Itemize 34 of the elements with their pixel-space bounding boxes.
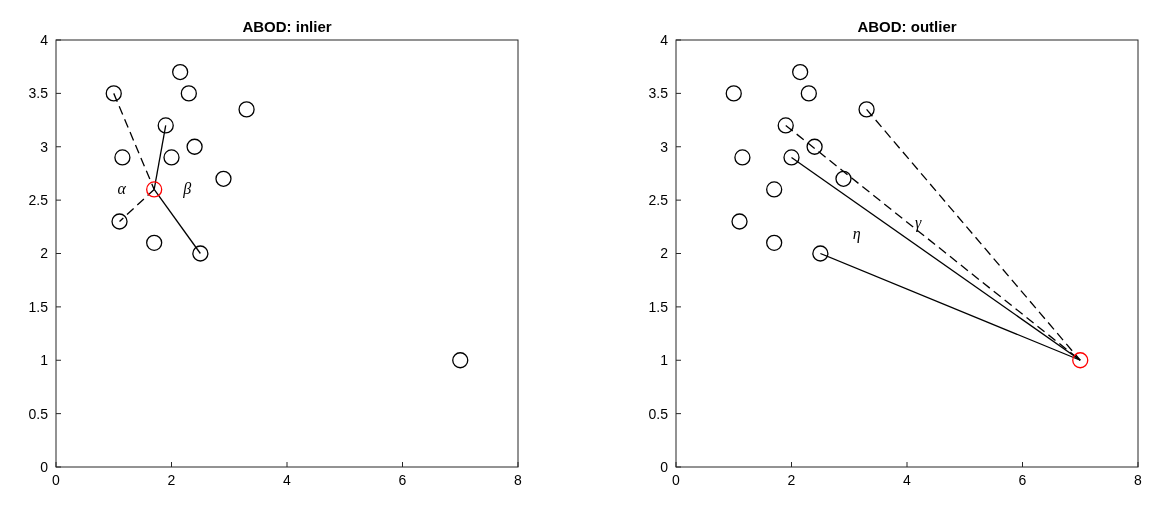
y-tick-label: 1 [660,352,669,369]
x-tick-label: 0 [672,472,681,488]
y-tick-label: 2.5 [648,192,669,209]
chart-title: ABOD: inlier [242,18,332,35]
y-tick-label: 1 [40,352,49,369]
x-tick-label: 0 [52,472,61,488]
annotation: γ [914,213,922,232]
x-tick-label: 6 [1018,472,1027,488]
y-tick-label: 3 [40,138,49,155]
y-tick-label: 2 [660,245,669,262]
x-tick-label: 6 [398,472,407,488]
x-tick-label: 2 [167,472,176,488]
y-tick-label: 4 [40,31,49,48]
x-tick-label: 2 [787,472,796,488]
y-tick-label: 2.5 [28,192,49,209]
y-tick-label: 1.5 [28,298,49,315]
x-tick-label: 4 [903,472,912,488]
y-tick-label: 3.5 [28,85,49,102]
y-tick-label: 2 [40,245,49,262]
chart-title: ABOD: outlier [857,18,957,35]
annotation: η [852,224,861,243]
x-tick-label: 8 [1134,472,1143,488]
annotation: β [182,179,192,198]
annotation: α [117,179,127,197]
y-tick-label: 1.5 [648,298,669,315]
x-tick-label: 8 [514,472,523,488]
y-tick-label: 0.5 [648,405,669,422]
y-tick-label: 3 [660,138,669,155]
y-tick-label: 0 [660,458,669,475]
y-tick-label: 3.5 [648,85,669,102]
y-tick-label: 4 [660,31,669,48]
x-tick-label: 4 [283,472,292,488]
y-tick-label: 0 [40,458,49,475]
y-tick-label: 0.5 [28,405,49,422]
